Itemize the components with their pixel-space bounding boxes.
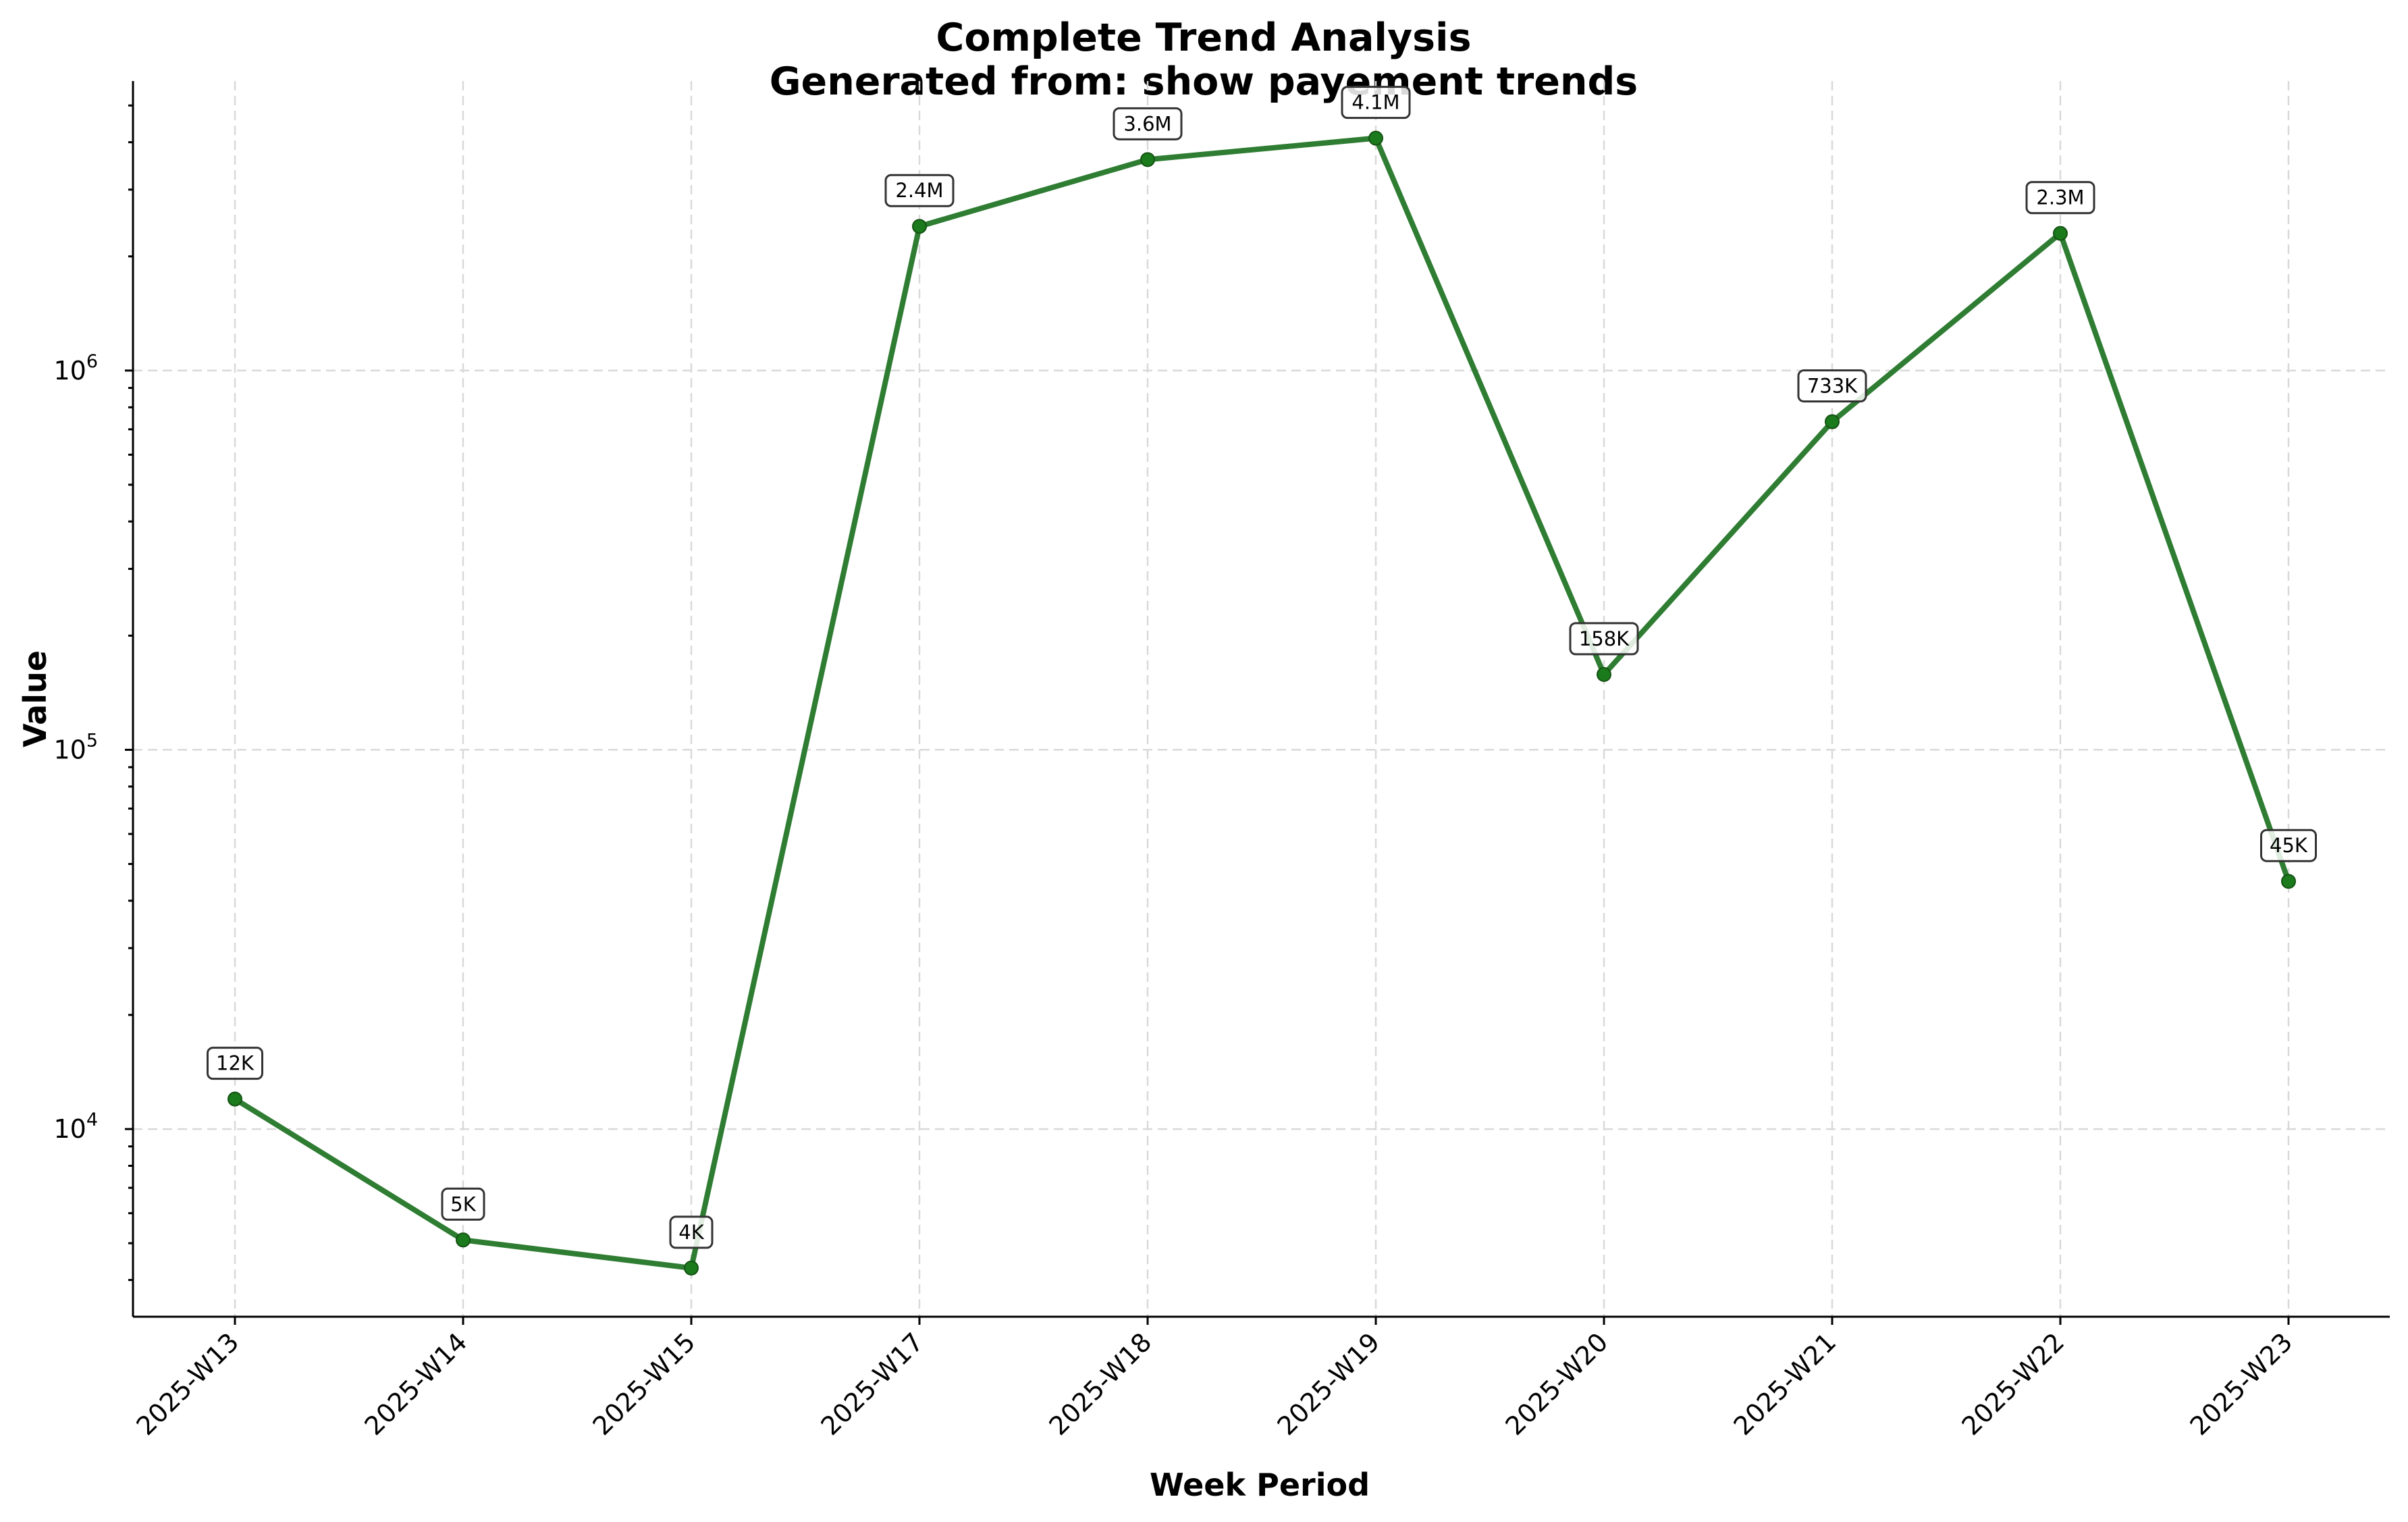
x-tick-label: 2025-W14 <box>358 1327 473 1441</box>
data-point <box>912 219 927 234</box>
data-point <box>1140 152 1155 167</box>
data-label: 45K <box>2270 834 2308 857</box>
x-tick-label: 2025-W17 <box>815 1327 929 1441</box>
y-tick-label: 104 <box>53 1109 98 1144</box>
data-label-box <box>1569 622 1639 656</box>
y-tick-label: 106 <box>53 351 98 386</box>
data-point <box>684 1260 699 1276</box>
data-point <box>2281 874 2296 889</box>
y-tick-exponent: 5 <box>86 730 98 751</box>
data-label-box <box>2260 829 2317 862</box>
data-label: 12K <box>216 1052 255 1075</box>
x-tick-label: 2025-W21 <box>1728 1327 1842 1441</box>
x-tick-label: 2025-W22 <box>1956 1327 2070 1441</box>
data-label: 2.3M <box>2036 186 2084 209</box>
series-line <box>232 135 2291 1271</box>
data-point <box>456 1232 471 1248</box>
data-label-box <box>207 1047 263 1080</box>
data-label-box <box>2025 181 2095 215</box>
data-label: 4.1M <box>1352 91 1399 114</box>
data-label-box <box>1797 369 1867 403</box>
x-tick-label: 2025-W18 <box>1043 1327 1157 1441</box>
data-label: 5K <box>450 1192 476 1215</box>
data-label: 3.6M <box>1123 112 1171 135</box>
data-label-box <box>1113 107 1183 140</box>
x-tick-label: 2025-W19 <box>1271 1327 1385 1441</box>
data-labels: 12K 5K 4K 2.4M 3.6M 4.1M 158K 733K 2.3M 45K <box>207 86 2317 1249</box>
y-ticks: 104 105 106 <box>53 104 133 1282</box>
data-label: 4K <box>678 1221 704 1244</box>
data-label-box <box>1341 86 1411 120</box>
axes <box>132 81 2390 1318</box>
x-axis-label: Week Period <box>1150 1467 1370 1503</box>
data-point <box>1825 414 1840 429</box>
data-label-box <box>884 174 955 207</box>
chart-title: Complete Trend Analysis <box>936 16 1472 60</box>
y-axis-label: Value <box>17 650 53 747</box>
grid <box>133 81 2390 1317</box>
data-label-box <box>669 1215 714 1249</box>
x-tick-label: 2025-W15 <box>587 1327 701 1441</box>
data-label: 733K <box>1807 375 1858 398</box>
data-point <box>1368 130 1383 146</box>
chart-subtitle: Generated from: show payement trends <box>770 59 1638 104</box>
y-tick-label: 105 <box>53 730 98 764</box>
series <box>228 130 2296 1276</box>
data-point <box>2053 226 2068 241</box>
data-point <box>1597 666 1611 682</box>
data-point <box>228 1091 242 1107</box>
y-tick-exponent: 6 <box>86 351 98 372</box>
y-tick-exponent: 4 <box>86 1109 98 1130</box>
data-label: 158K <box>1579 627 1630 650</box>
x-tick-label: 2025-W20 <box>1499 1327 1613 1441</box>
x-tick-label: 2025-W23 <box>2184 1327 2298 1441</box>
data-label-box <box>441 1187 485 1221</box>
x-ticks: 2025-W13 2025-W14 2025-W15 2025-W17 2025-W18… <box>130 1317 2298 1441</box>
data-label: 2.4M <box>895 179 943 202</box>
x-tick-label: 2025-W13 <box>130 1327 244 1441</box>
